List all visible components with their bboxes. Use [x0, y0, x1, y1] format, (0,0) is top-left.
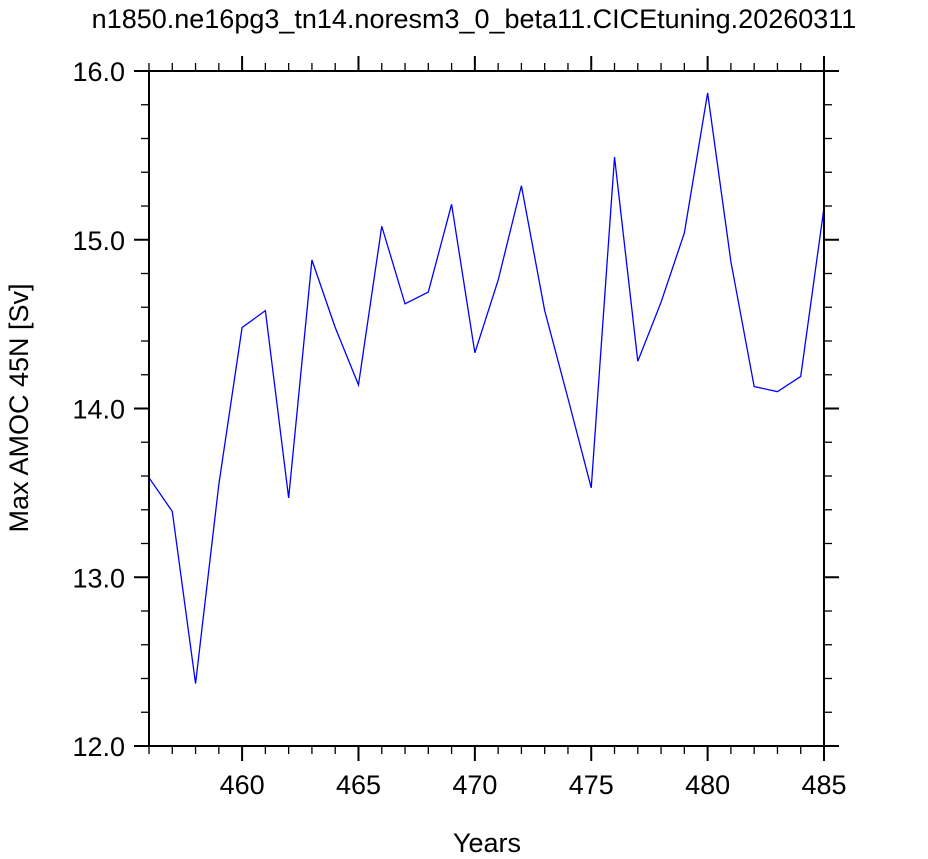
y-tick-label: 12.0 — [72, 732, 125, 762]
y-tick-label: 13.0 — [72, 563, 125, 593]
axis-ticks — [134, 56, 839, 761]
x-tick-label: 485 — [801, 770, 846, 800]
x-tick-label: 470 — [452, 770, 497, 800]
x-axis-label: Years — [453, 828, 521, 858]
y-tick-label: 14.0 — [72, 395, 125, 425]
plot-frame — [148, 70, 825, 747]
x-tick-label: 465 — [336, 770, 381, 800]
series-lines — [148, 92, 825, 684]
y-axis-label: Max AMOC 45N [Sv] — [4, 283, 34, 532]
series-line — [148, 92, 825, 684]
y-tick-label: 16.0 — [72, 57, 125, 87]
x-tick-label: 460 — [220, 770, 265, 800]
y-tick-label: 15.0 — [72, 226, 125, 256]
chart-title: n1850.ne16pg3_tn14.noresm3_0_beta11.CICE… — [92, 4, 857, 34]
x-tick-label: 475 — [569, 770, 614, 800]
x-tick-label: 480 — [685, 770, 730, 800]
tick-labels: 460 465 470 475 480 485 12.0 13.0 14.0 15.0 16.0 — [72, 57, 846, 800]
